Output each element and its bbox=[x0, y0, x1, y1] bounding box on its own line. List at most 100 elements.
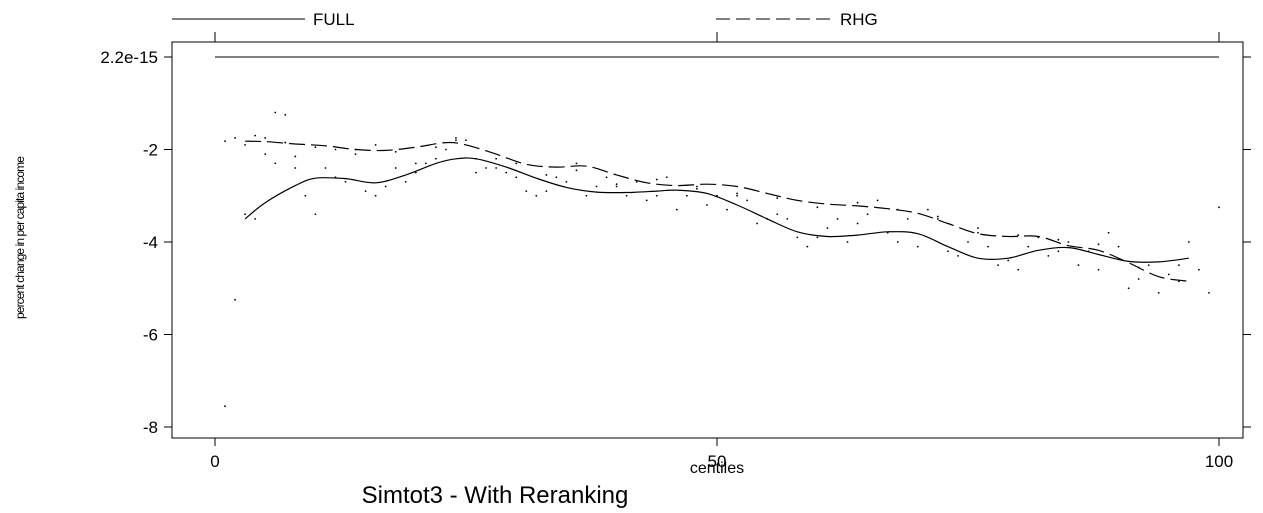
data-point bbox=[896, 241, 899, 243]
data-point bbox=[816, 236, 819, 239]
chart-title: Simtot3 - With Reranking bbox=[362, 482, 629, 509]
data-point bbox=[967, 241, 969, 243]
data-point bbox=[284, 141, 287, 144]
data-point bbox=[1067, 241, 1070, 243]
legend-label-rhg: RHG bbox=[840, 10, 878, 29]
data-point bbox=[525, 190, 528, 193]
data-point bbox=[605, 176, 608, 179]
data-point bbox=[374, 194, 377, 197]
data-point bbox=[916, 245, 919, 248]
data-point bbox=[856, 222, 859, 225]
data-point bbox=[685, 194, 688, 197]
data-point bbox=[495, 157, 498, 160]
data-point bbox=[1097, 268, 1100, 271]
data-point bbox=[856, 201, 859, 204]
data-point bbox=[244, 213, 247, 216]
data-point bbox=[846, 241, 849, 243]
data-point bbox=[1167, 273, 1170, 276]
data-point bbox=[414, 171, 417, 174]
data-point bbox=[1077, 264, 1080, 267]
data-point bbox=[816, 206, 819, 209]
data-point bbox=[1157, 291, 1160, 294]
y-axis-title: percent change in per capita income bbox=[13, 156, 27, 319]
data-point bbox=[1007, 259, 1010, 262]
y-tick-label: -2 bbox=[143, 141, 158, 160]
legend-label-full: FULL bbox=[313, 10, 355, 29]
data-point bbox=[957, 254, 959, 257]
x-ticks-top bbox=[214, 32, 1220, 42]
data-point bbox=[1017, 234, 1020, 236]
data-point bbox=[615, 185, 618, 188]
data-point bbox=[455, 137, 457, 139]
data-point bbox=[997, 264, 1000, 267]
data-point bbox=[595, 185, 598, 188]
data-point bbox=[736, 194, 738, 197]
x-tick-label: 50 bbox=[708, 452, 727, 471]
data-point bbox=[776, 213, 779, 216]
data-point bbox=[314, 146, 317, 149]
data-point bbox=[1107, 231, 1110, 234]
data-point bbox=[224, 140, 226, 143]
data-point bbox=[1177, 280, 1180, 283]
data-point bbox=[575, 169, 578, 172]
data-point bbox=[465, 139, 467, 142]
data-point bbox=[696, 185, 698, 188]
data-point bbox=[384, 185, 387, 188]
scatter-points bbox=[224, 111, 1220, 408]
data-point bbox=[334, 148, 337, 151]
data-point bbox=[394, 150, 397, 153]
data-point bbox=[926, 208, 929, 211]
data-point bbox=[625, 194, 628, 197]
data-point bbox=[1198, 268, 1200, 271]
data-point bbox=[1187, 241, 1190, 243]
data-point bbox=[354, 153, 357, 156]
data-point bbox=[1127, 287, 1130, 290]
data-point bbox=[866, 213, 869, 216]
data-point bbox=[977, 227, 979, 230]
data-point bbox=[264, 153, 267, 156]
data-point bbox=[434, 146, 437, 149]
data-point bbox=[1057, 250, 1060, 253]
data-point bbox=[485, 167, 487, 169]
data-point bbox=[756, 222, 759, 225]
x-tick-label: 0 bbox=[210, 452, 219, 471]
data-point bbox=[244, 143, 247, 146]
data-point bbox=[505, 171, 508, 174]
data-point bbox=[987, 245, 989, 248]
y-tick-label: 2.2e-15 bbox=[100, 48, 158, 67]
data-point bbox=[234, 298, 236, 301]
data-point bbox=[254, 134, 257, 137]
data-point bbox=[826, 227, 829, 230]
x-axis: 0 50 100 bbox=[210, 438, 1233, 471]
data-point bbox=[806, 245, 809, 248]
data-point bbox=[455, 139, 457, 142]
data-point bbox=[947, 250, 949, 253]
data-point bbox=[645, 199, 648, 202]
data-point bbox=[224, 405, 226, 408]
data-point bbox=[394, 167, 397, 169]
series-line-full bbox=[244, 157, 1189, 263]
data-point bbox=[836, 217, 839, 220]
data-point bbox=[535, 194, 538, 197]
data-point bbox=[414, 162, 417, 165]
data-point bbox=[675, 208, 678, 211]
data-point bbox=[374, 143, 377, 146]
data-point bbox=[726, 208, 728, 211]
data-point bbox=[936, 217, 939, 220]
data-point bbox=[445, 148, 447, 151]
data-point bbox=[1027, 245, 1030, 248]
data-point bbox=[515, 162, 518, 165]
data-point bbox=[274, 111, 277, 114]
data-point bbox=[796, 236, 799, 239]
data-point bbox=[635, 180, 638, 183]
data-point bbox=[655, 178, 658, 181]
data-point bbox=[736, 192, 738, 195]
data-point bbox=[404, 180, 407, 183]
data-point bbox=[615, 183, 618, 186]
data-point bbox=[1208, 291, 1210, 294]
data-point bbox=[696, 187, 698, 190]
data-point bbox=[264, 137, 267, 139]
data-point bbox=[254, 217, 257, 220]
plot-frame bbox=[171, 41, 1244, 439]
data-point bbox=[906, 217, 909, 220]
